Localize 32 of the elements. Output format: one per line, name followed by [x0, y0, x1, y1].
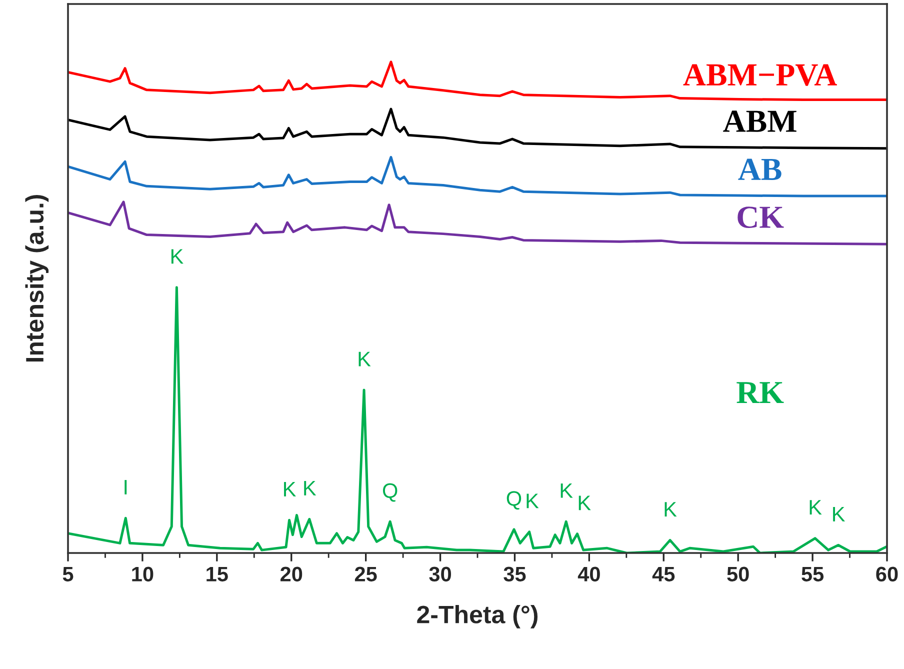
annotation: K	[284, 482, 296, 496]
annotation: Q	[506, 491, 522, 510]
annotation: K	[304, 481, 316, 496]
x-tick-label: 15	[206, 566, 228, 582]
series-label: ABM	[723, 110, 796, 132]
annotation: K	[664, 502, 677, 516]
x-tick-label: 40	[578, 566, 600, 582]
series-label: CK	[738, 206, 784, 228]
x-tick-label: 35	[504, 566, 526, 582]
x-tick-label: 5	[62, 566, 74, 582]
annotation: K	[526, 494, 539, 508]
annotation: Q	[382, 483, 398, 502]
x-tick-label: 20	[280, 566, 302, 582]
annotation: I	[124, 480, 127, 494]
x-tick-label: 10	[132, 566, 154, 582]
x-tick-label: 30	[429, 566, 452, 582]
text: RK	[736, 382, 784, 404]
x-axis-title: 2-Theta (°)	[417, 605, 538, 628]
annotation: K	[358, 352, 371, 366]
annotation: K	[833, 507, 846, 522]
x-tick-label: 25	[354, 566, 377, 582]
x-tick-label: 45	[652, 566, 675, 582]
y-axis-title: Intensity (a.u.)	[25, 195, 49, 362]
x-tick-label: 50	[727, 566, 749, 582]
annotation: K	[560, 483, 573, 498]
annotation: K	[810, 500, 822, 514]
series-label: ABM−PVA	[683, 64, 837, 86]
x-tick-label: 60	[876, 566, 898, 582]
x-tick-label: 55	[802, 566, 824, 582]
annotation: K	[171, 249, 184, 264]
series-label: AB	[738, 158, 782, 180]
annotation: K	[578, 496, 591, 510]
